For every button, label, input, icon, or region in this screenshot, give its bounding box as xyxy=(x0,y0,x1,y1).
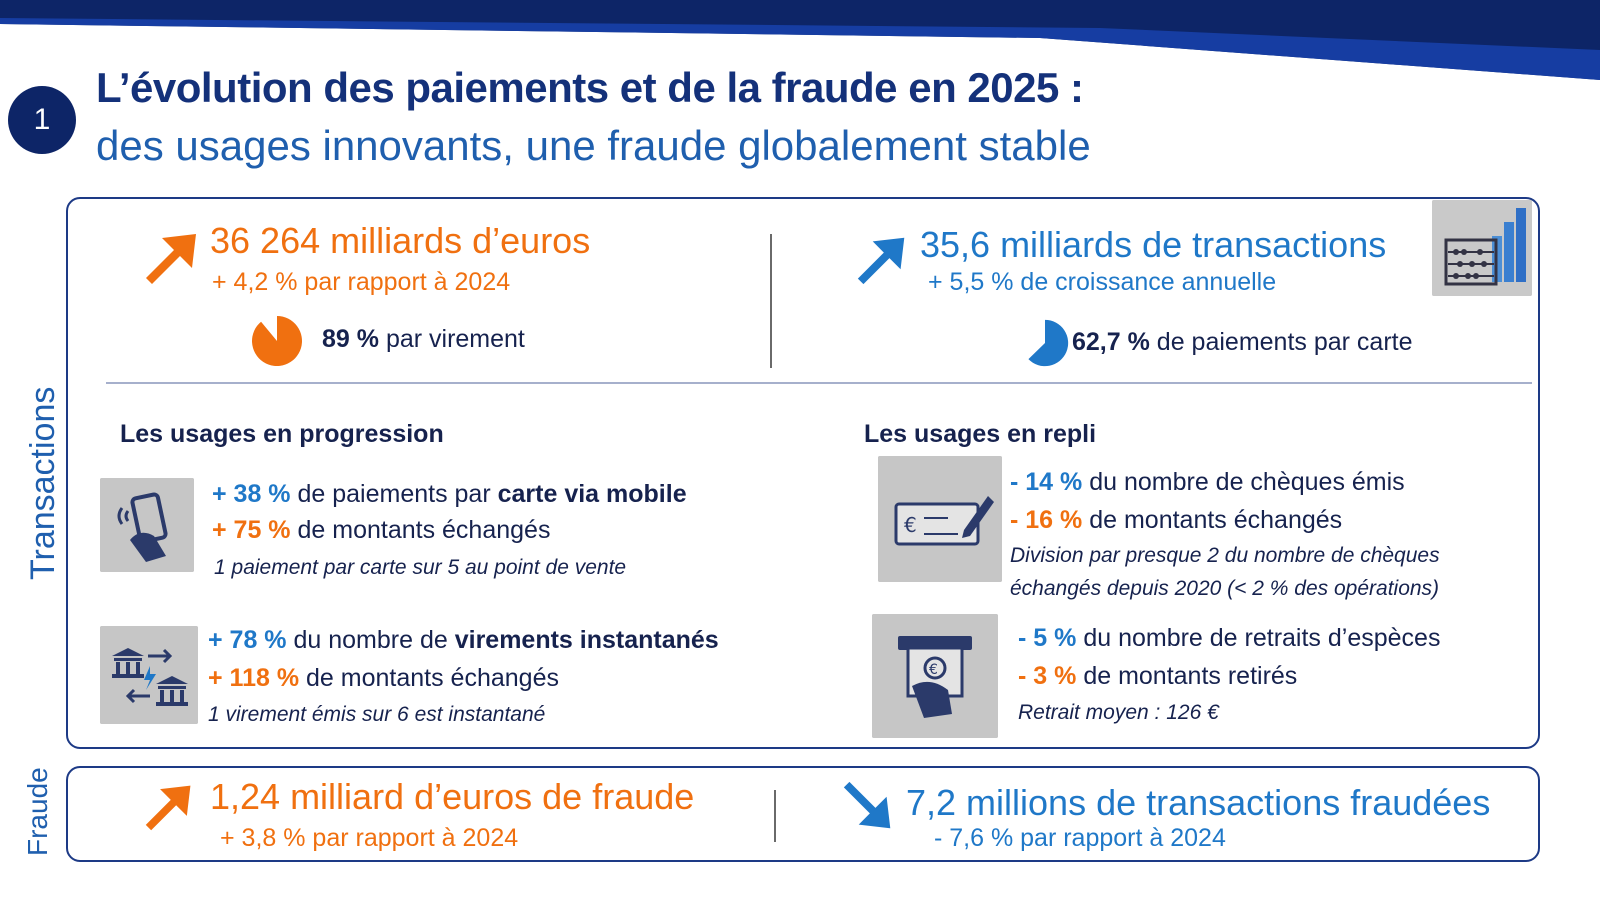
fraud-divider xyxy=(774,790,776,842)
mobile-l2-text: de montants échangés xyxy=(297,516,551,544)
pie-card-share-icon xyxy=(1020,318,1070,368)
step-number-badge: 1 xyxy=(8,86,76,154)
cheques-l1-value: - 14 % xyxy=(1010,468,1083,496)
card-share-text: de paiements par carte xyxy=(1156,328,1413,356)
instant-l1-value: + 78 % xyxy=(208,626,287,654)
instant-l2-value: + 118 % xyxy=(208,664,300,692)
header-band xyxy=(0,0,1600,80)
progression-heading: Les usages en progression xyxy=(120,420,444,448)
cash-line-1: - 5 % du nombre de retraits d’espèces xyxy=(1018,624,1440,653)
page-subtitle: des usages innovants, une fraude globale… xyxy=(96,122,1091,169)
card-share-line: 62,7 % de paiements par carte xyxy=(1072,328,1413,357)
pie-slice xyxy=(252,316,302,366)
mobile-line-2: + 75 % de montants échangés xyxy=(212,516,550,545)
step-number: 1 xyxy=(33,103,51,136)
cheques-l1-text: du nombre de chèques émis xyxy=(1089,468,1405,496)
cheques-l2-value: - 16 % xyxy=(1010,506,1083,534)
arrow-up-icon xyxy=(856,234,908,286)
cash-line-2: - 3 % de montants retirés xyxy=(1018,662,1297,691)
instant-l1-bold: virements instantanés xyxy=(454,626,719,654)
page-title: L’évolution des paiements et de la fraud… xyxy=(96,64,1084,111)
card-share-value: 62,7 % xyxy=(1072,328,1150,356)
cash-l2-text: de montants retirés xyxy=(1083,662,1298,690)
section-divider xyxy=(106,382,1532,384)
transfer-share-text: par virement xyxy=(385,325,525,353)
decline-heading: Les usages en repli xyxy=(864,420,1097,448)
pie-transfer-share-icon xyxy=(250,314,304,368)
transactions-amount-change: + 4,2 % par rapport à 2024 xyxy=(212,268,511,296)
arrow-up-icon xyxy=(144,782,194,832)
mobile-l1-bold: carte via mobile xyxy=(497,480,687,508)
pie-slice xyxy=(1028,319,1069,367)
instant-l1-text: du nombre de xyxy=(293,626,448,654)
svg-text:€: € xyxy=(929,662,938,678)
instant-note: 1 virement émis sur 6 est instantané xyxy=(208,703,546,726)
transactions-count-change: + 5,5 % de croissance annuelle xyxy=(928,268,1277,296)
transactions-side-label: Transactions xyxy=(24,386,62,580)
fraud-panel xyxy=(66,766,1540,862)
cheques-note-2: échangés depuis 2020 (< 2 % des opératio… xyxy=(1010,577,1440,600)
transfer-share-line: 89 % par virement xyxy=(322,325,525,354)
transactions-panel xyxy=(66,197,1540,749)
transactions-count-headline: 35,6 milliards de transactions xyxy=(920,224,1387,265)
kpi-divider xyxy=(770,234,772,368)
bank-transfer-icon xyxy=(100,626,198,724)
mobile-note: 1 paiement par carte sur 5 au point de v… xyxy=(214,556,627,579)
atm-withdrawal-icon: € xyxy=(872,614,998,738)
cheques-note-1: Division par presque 2 du nombre de chèq… xyxy=(1010,544,1440,567)
fraud-side-label: Fraude xyxy=(22,767,53,856)
mobile-l1-value: + 38 % xyxy=(212,480,291,508)
instant-line-2: + 118 % de montants échangés xyxy=(208,664,559,693)
mobile-l2-value: + 75 % xyxy=(212,516,291,544)
mobile-l1-text: de paiements par xyxy=(297,480,491,508)
fraud-count-headline: 7,2 millions de transactions fraudées xyxy=(906,782,1491,823)
mobile-payment-icon xyxy=(100,478,194,572)
arrow-up-icon xyxy=(144,230,200,286)
cheques-l2-text: de montants échangés xyxy=(1089,506,1343,534)
svg-text:€: € xyxy=(904,513,917,537)
transfer-share-value: 89 % xyxy=(322,325,379,353)
fraud-amount-change: + 3,8 % par rapport à 2024 xyxy=(220,824,519,852)
cheques-line-2: - 16 % de montants échangés xyxy=(1010,506,1342,535)
cash-l1-text: du nombre de retraits d’espèces xyxy=(1083,624,1441,652)
instant-l2-text: de montants échangés xyxy=(306,664,559,692)
transactions-amount-headline: 36 264 milliards d’euros xyxy=(210,220,591,261)
cash-note: Retrait moyen : 126 € xyxy=(1018,701,1219,724)
fraud-count-change: - 7,6 % par rapport à 2024 xyxy=(934,824,1226,852)
cheques-line-1: - 14 % du nombre de chèques émis xyxy=(1010,468,1405,497)
cheque-icon: € xyxy=(878,456,1002,582)
instant-line-1: + 78 % du nombre de virements instantané… xyxy=(208,626,719,655)
arrow-down-icon xyxy=(842,780,894,832)
cash-l2-value: - 3 % xyxy=(1018,662,1077,690)
cash-l1-value: - 5 % xyxy=(1018,624,1077,652)
abacus-chart-icon xyxy=(1432,200,1532,296)
fraud-amount-headline: 1,24 milliard d’euros de fraude xyxy=(210,776,695,817)
mobile-line-1: + 38 % de paiements par carte via mobile xyxy=(212,480,687,509)
